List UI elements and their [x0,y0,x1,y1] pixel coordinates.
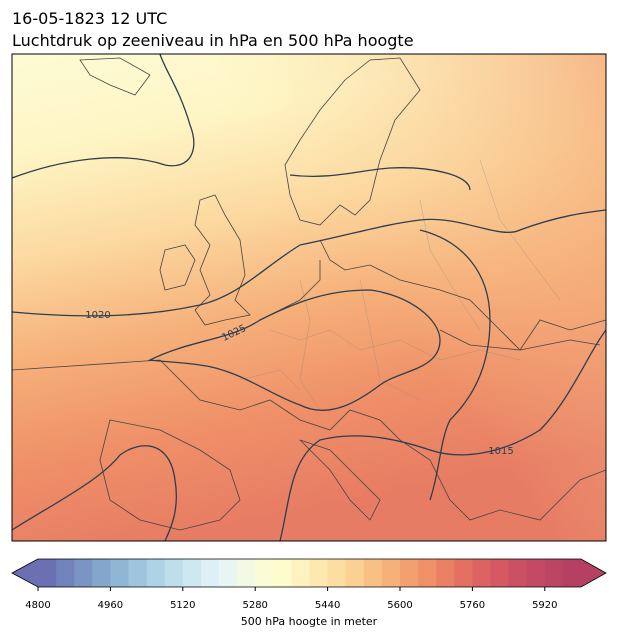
colorbar-segment [327,559,347,587]
colorbar-segment [255,559,274,587]
map-frame [11,53,607,542]
borders [239,159,561,411]
colorbar-segment [472,559,491,587]
colorbar-segment [273,559,292,587]
colorbar-segment [146,559,166,587]
isobars [12,54,606,541]
colorbar-segment [200,559,220,587]
colorbar-tick-label: 5280 [242,600,267,611]
colorbar-segment [219,559,238,587]
title: Luchtdruk op zeeniveau in hPa en 500 hPa… [12,31,414,50]
contour-label: 1015 [488,446,513,457]
height-field-east [12,54,606,541]
colorbar-segment [164,559,184,587]
colorbar-segment [291,559,310,587]
colorbar-segment [508,559,528,587]
colorbar-segment [526,559,546,587]
colorbar-tick-label: 5440 [315,600,340,611]
map: 1020 1025 1015 [12,54,606,541]
colorbar-segment [544,559,564,587]
colorbar-tick-label: 5760 [460,600,485,611]
colorbar-segment [182,559,202,587]
date: 16-05-1823 12 UTC [12,9,167,28]
colorbar-tick-label: 4800 [25,600,50,611]
contour-label: 1020 [85,310,110,321]
colorbar-extend-low [12,559,38,587]
colorbar-tick-label: 5600 [387,600,412,611]
colorbar-segment [454,559,473,587]
colorbar-segment [436,559,455,587]
colorbar-segment [38,559,57,587]
colorbar-tick-label: 5120 [170,600,195,611]
colorbar-segment [490,559,510,587]
colorbar-segment [418,559,437,587]
colorbar-segment [309,559,329,587]
colorbar-label: 500 hPa hoogte in meter [241,615,378,628]
colorbar: 4800 4960 5120 5280 5440 5600 5760 5920 [11,558,607,611]
colorbar-extend-high [581,559,606,587]
colorbar-outline [11,558,607,588]
colorbar-tick-label: 5920 [532,600,557,611]
colorbar-segment [381,559,401,587]
colorbar-segment [400,559,419,587]
colorbar-tick-label: 4960 [98,600,123,611]
colorbar-segment [345,559,365,587]
colorbar-segment [74,559,93,587]
colorbar-segment [56,559,75,587]
colorbar-segment [237,559,256,587]
colorbar-segment [363,559,383,587]
colorbar-segment [92,559,111,587]
colorbar-segment [562,559,582,587]
colorbar-segment [110,559,129,587]
colorbar-segment [128,559,148,587]
